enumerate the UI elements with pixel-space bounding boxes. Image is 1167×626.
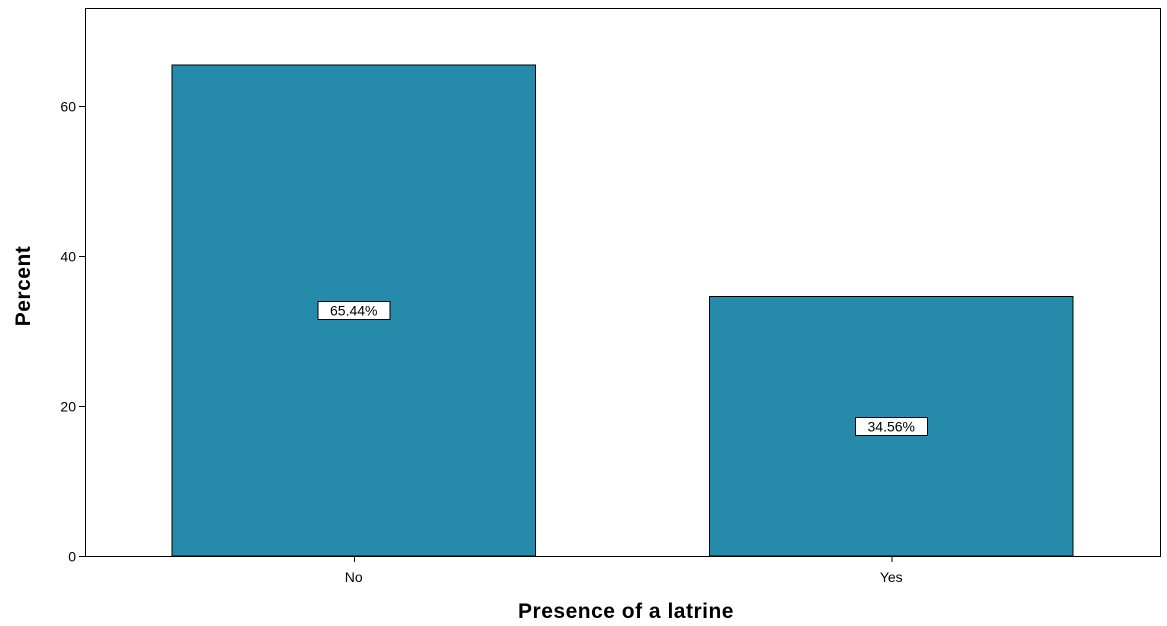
y-tick-label-20: 20: [60, 399, 76, 415]
y-tick-label-60: 60: [60, 99, 76, 115]
data-label-no: 65.44%: [330, 302, 377, 318]
data-label-box-yes: [854, 416, 928, 436]
x-axis-title: Presence of a latrine: [518, 600, 734, 623]
x-tick-label-yes: Yes: [880, 569, 903, 585]
y-axis-title: Percent: [12, 246, 35, 327]
data-label-yes: 34.56%: [868, 418, 915, 434]
y-tick-label-40: 40: [60, 249, 76, 265]
y-tick-label-0: 0: [68, 549, 76, 565]
x-tick-label-no: No: [345, 569, 363, 585]
axes-group: No Yes 0 20 40 60: [60, 99, 902, 586]
data-label-box-no: [317, 300, 391, 320]
data-labels-group: 65.44% 34.56%: [317, 300, 928, 436]
